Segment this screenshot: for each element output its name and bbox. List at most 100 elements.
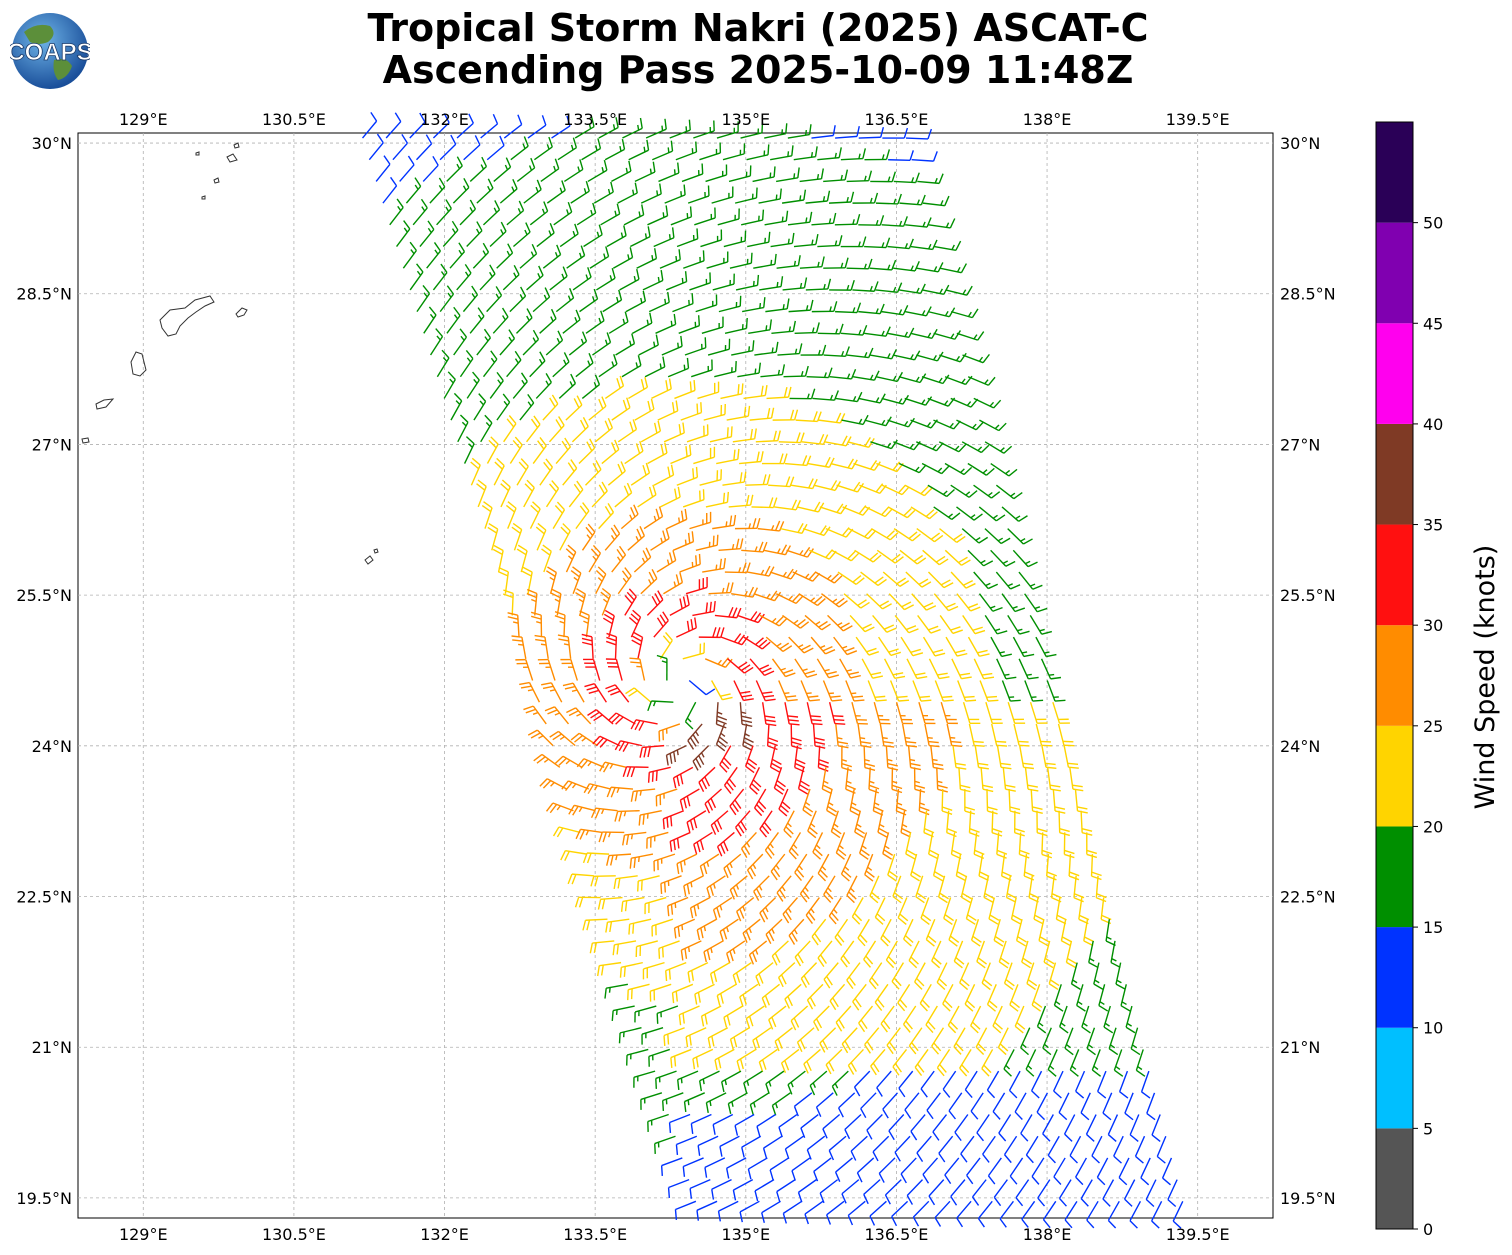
barb-flag-full	[901, 486, 910, 496]
barb-flag-full	[615, 117, 619, 128]
barb-flag-full	[705, 602, 709, 613]
barb-flag-full	[796, 868, 805, 878]
wind-barb	[858, 215, 885, 226]
barb-flag-full	[749, 866, 757, 877]
wind-barb	[823, 962, 839, 989]
wind-barb	[990, 636, 1012, 658]
barb-flag-full	[983, 978, 993, 987]
barb-flag-full	[749, 1104, 754, 1115]
barb-flag-full	[1006, 896, 1017, 903]
barb-flag-full	[539, 778, 548, 787]
barb-flag-half	[782, 304, 785, 310]
barb-flag-full	[768, 931, 775, 942]
barb-flag-full	[532, 501, 541, 510]
barb-flag-full	[1010, 699, 1021, 702]
barb-flag-full	[955, 1042, 964, 1052]
barb-flag-full	[784, 1148, 790, 1160]
barb-flag-full	[825, 649, 836, 655]
barb-flag-half	[627, 254, 630, 260]
barb-flag-full	[549, 397, 556, 408]
barb-flag-full	[639, 440, 644, 452]
barb-flag-full	[599, 761, 606, 772]
barb-flag-full	[729, 1039, 734, 1050]
barb-flag-full	[407, 155, 415, 166]
barb-flag-full	[729, 889, 735, 900]
lon-tick-label-bottom: 139.5°E	[1166, 1225, 1230, 1244]
barb-flag-full	[501, 307, 509, 318]
wind-barb	[684, 701, 697, 730]
barb-flag-full	[633, 857, 636, 868]
wind-barb	[1123, 1179, 1136, 1207]
barb-flag-full	[862, 325, 868, 336]
barb-flag-full	[910, 956, 919, 965]
barb-flag-half	[882, 737, 888, 740]
barb-flag-full	[870, 1065, 877, 1076]
barb-flag-full	[821, 344, 827, 356]
barb-flag-full	[1010, 584, 1021, 590]
barb-flag-full	[944, 914, 954, 922]
barb-flag-full	[822, 1128, 828, 1139]
wind-barb	[887, 417, 915, 428]
barb-flag-full	[706, 949, 711, 961]
wind-barb	[835, 723, 849, 749]
barb-flag-full	[961, 892, 972, 900]
barb-flag-half	[938, 377, 943, 383]
barb-flag-full	[684, 948, 688, 959]
barb-flag-full	[879, 215, 885, 226]
colorbar-tick-label: 10	[1423, 1019, 1443, 1038]
wind-barb	[639, 744, 665, 758]
barb-flag-full	[742, 994, 747, 1005]
barb-flag-full	[672, 550, 677, 561]
wind-barb	[835, 1005, 852, 1032]
barb-staff	[1030, 1070, 1043, 1092]
barb-flag-full	[848, 976, 856, 986]
wind-barb	[872, 788, 884, 816]
barb-flag-full	[1026, 982, 1036, 991]
barb-flag-full	[1058, 1197, 1067, 1207]
barb-flag-full	[977, 1043, 987, 1052]
wind-barb	[658, 723, 681, 742]
barb-flag-full	[574, 897, 580, 908]
barb-flag-full	[757, 613, 765, 624]
barb-flag-full	[977, 957, 988, 965]
barb-flag-full	[752, 779, 762, 788]
barb-flag-full	[845, 436, 852, 447]
barb-flag-full	[746, 869, 754, 880]
barb-flag-full	[649, 312, 653, 324]
barb-flag-half	[579, 252, 582, 259]
wind-barb	[919, 983, 932, 1012]
barb-staff	[934, 1200, 951, 1219]
barb-flag-full	[849, 810, 860, 817]
barb-flag-full	[1113, 1155, 1122, 1164]
wind-barb	[771, 320, 797, 335]
barb-flag-full	[942, 1088, 951, 1098]
barb-flag-full	[468, 113, 474, 124]
wind-barb	[757, 520, 785, 532]
barb-staff	[876, 1070, 892, 1089]
wind-barb	[389, 198, 404, 226]
wind-barb	[765, 636, 793, 652]
wind-barb	[753, 788, 767, 817]
barb-flag-half	[732, 948, 736, 954]
barb-flag-full	[938, 896, 948, 904]
barb-flag-full	[605, 640, 617, 646]
barb-flag-half	[1132, 1044, 1138, 1049]
barb-flag-full	[916, 977, 925, 987]
wind-barb	[964, 984, 976, 1012]
barb-flag-full	[544, 287, 551, 298]
wind-barb	[751, 497, 778, 509]
barb-flag-full	[689, 1035, 692, 1046]
barb-flag-full	[994, 1021, 1003, 1030]
barb-flag-full	[630, 613, 640, 622]
barb-flag-full	[676, 863, 680, 875]
barb-flag-full	[717, 740, 727, 748]
barb-flag-full	[587, 709, 597, 716]
barb-flag-half	[1027, 1065, 1033, 1070]
wind-barb	[771, 1092, 791, 1116]
barb-flag-half	[940, 200, 944, 206]
barb-flag-full	[746, 562, 751, 573]
barb-flag-full	[1079, 914, 1090, 921]
wind-barb	[959, 1049, 972, 1077]
wind-barb	[812, 390, 839, 401]
barb-flag-full	[625, 687, 635, 695]
